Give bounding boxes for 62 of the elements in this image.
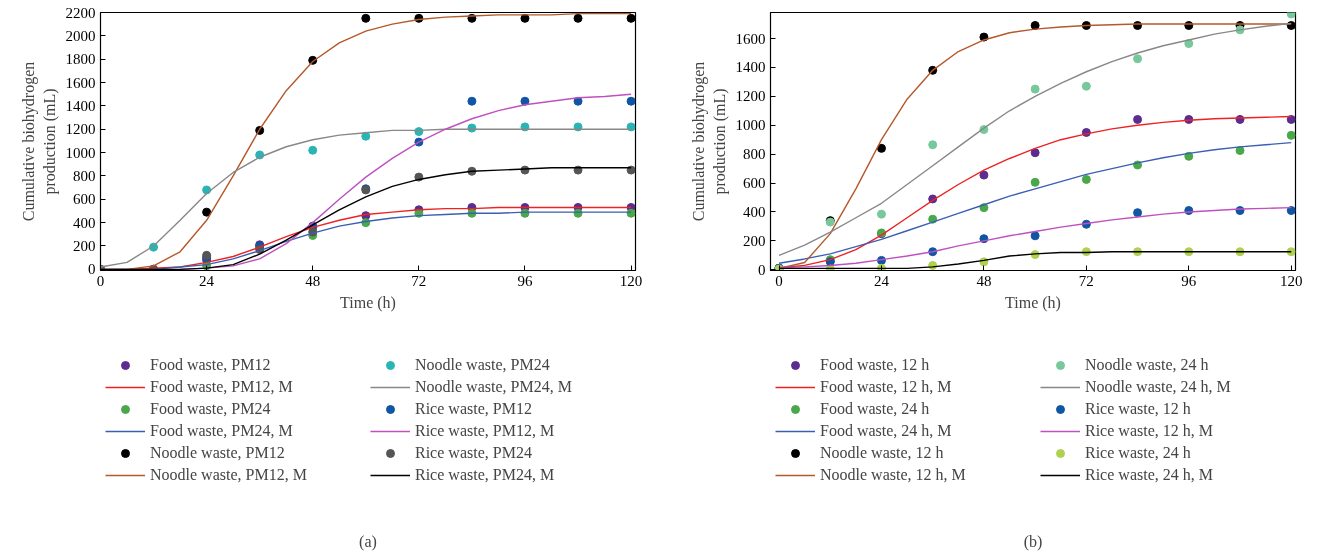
legend-label: Rice waste, 12 h: [1085, 399, 1191, 419]
legend-label: Food waste, PM24, M: [150, 421, 293, 441]
x-axis-title: Time (h): [1005, 293, 1061, 312]
y-tick-label: 2200: [65, 4, 96, 21]
legend-label: Food waste, PM12, M: [150, 377, 293, 397]
x-tick-label: 96: [1181, 272, 1197, 289]
x-tick-label: 120: [1279, 272, 1303, 289]
x-tick-label: 24: [873, 272, 890, 289]
legend-label: Food waste, 24 h: [820, 399, 930, 419]
y-tick-label: 1800: [65, 51, 96, 68]
x-axis-title: Time (h): [340, 293, 396, 312]
y-tick-label: 2000: [65, 27, 96, 44]
legend-label: Noodle waste, 12 h: [820, 443, 944, 463]
y-tick-label: 800: [743, 146, 766, 163]
x-tick-label: 48: [305, 272, 321, 289]
legend-label: Rice waste, PM12: [415, 399, 532, 419]
x-tick-label: 72: [411, 272, 427, 289]
x-tick-label: 48: [976, 272, 992, 289]
y-tick-label: 1400: [735, 59, 766, 76]
y-tick-label: 600: [73, 191, 96, 208]
legend-label: Noodle waste, PM12: [150, 443, 285, 463]
legend-label: Rice waste, PM24, M: [415, 465, 555, 485]
legend-label: Food waste, PM24: [150, 399, 271, 419]
y-tick-label: 1000: [735, 117, 766, 134]
legend-label: Noodle waste, 12 h, M: [820, 465, 966, 485]
y-tick-label: 1600: [735, 30, 766, 47]
legend-label: Rice waste, 12 h, M: [1085, 421, 1213, 441]
y-tick-label: 400: [743, 203, 766, 220]
y-tick-label: 400: [73, 214, 96, 231]
legend-label: Rice waste, 24 h, M: [1085, 465, 1213, 485]
y-tick-label: 800: [73, 167, 96, 184]
text: (a): [359, 532, 377, 551]
y-tick-label: 1400: [65, 97, 96, 114]
legend-label: Noodle waste, PM24: [415, 355, 550, 375]
y-tick-label: 1200: [65, 121, 96, 138]
y-tick-label: 600: [743, 175, 766, 192]
y-tick-label: 200: [73, 237, 96, 254]
x-tick-label: 72: [1078, 272, 1094, 289]
x-tick-label: 0: [775, 272, 783, 289]
y-axis-title: Cumulative biohydrogen production (mL): [20, 61, 59, 222]
legend-label: Noodle waste, 24 h: [1085, 355, 1209, 375]
legend-label: Rice waste, PM12, M: [415, 421, 555, 441]
legend-label: Food waste, 12 h: [820, 355, 930, 375]
legend-label: Noodle waste, PM24, M: [415, 377, 572, 397]
legend-label: Food waste, PM12: [150, 355, 271, 375]
y-tick-label: 1000: [65, 144, 96, 161]
y-tick-label: 0: [758, 261, 766, 278]
y-tick-label: 1600: [65, 74, 96, 91]
x-tick-label: 24: [199, 272, 215, 289]
legend-label: Food waste, 12 h, M: [820, 377, 952, 397]
legend-label: Rice waste, PM24: [415, 443, 532, 463]
y-tick-label: 1200: [735, 88, 766, 105]
legend-label: Rice waste, 24 h: [1085, 443, 1191, 463]
text: (b): [1023, 532, 1043, 551]
legend-label: Noodle waste, PM12, M: [150, 465, 307, 485]
legend-label: Food waste, 24 h, M: [820, 421, 952, 441]
legend-label: Noodle waste, 24 h, M: [1085, 377, 1231, 397]
x-tick-label: 120: [619, 272, 643, 289]
y-tick-label: 0: [88, 261, 96, 278]
x-tick-label: 96: [517, 272, 533, 289]
y-axis-title: Cumulative biohydrogen production (mL): [690, 61, 729, 222]
y-tick-label: 200: [743, 232, 766, 249]
